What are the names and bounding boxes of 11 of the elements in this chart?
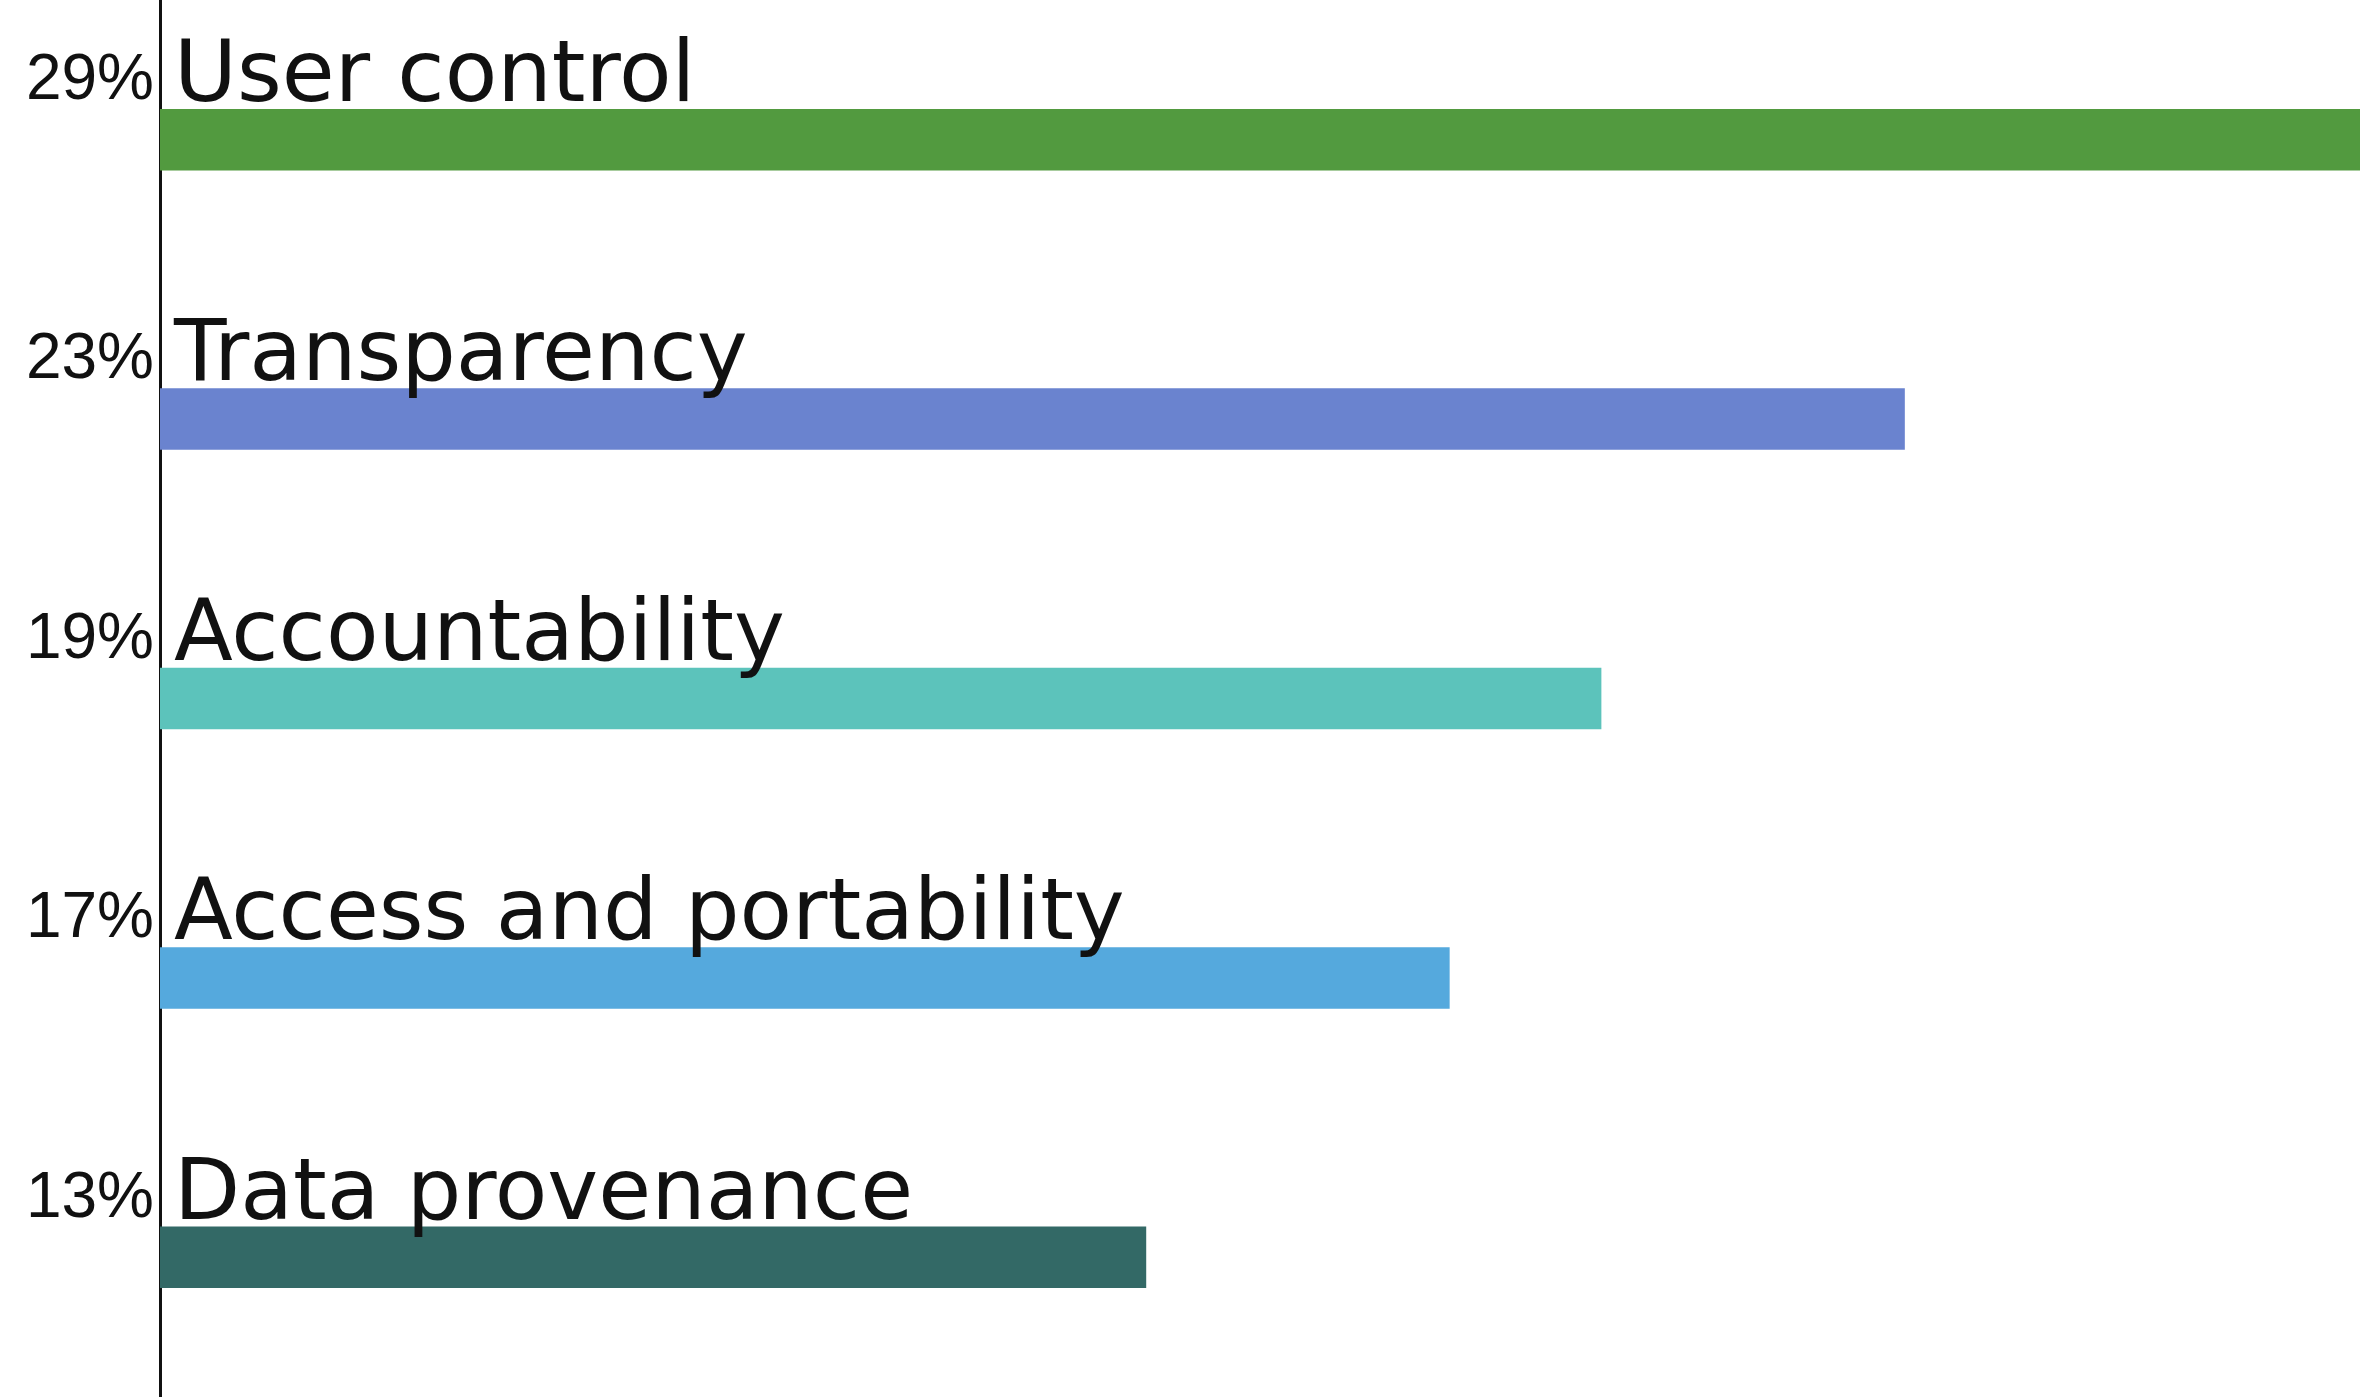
data-label: 13% [25, 1158, 154, 1231]
y-tick-label: Data provenance [174, 1138, 914, 1239]
data-label: 23% [25, 320, 154, 393]
y-tick-label: Transparency [173, 300, 748, 401]
data-label: 17% [25, 879, 154, 952]
bar [160, 108, 2360, 171]
data-label: 29% [25, 40, 154, 113]
y-tick-label: User control [174, 20, 696, 121]
y-tick-label: Accountability [174, 579, 785, 680]
y-tick-label: Access and portability [174, 859, 1125, 960]
data-label: 19% [25, 599, 154, 672]
